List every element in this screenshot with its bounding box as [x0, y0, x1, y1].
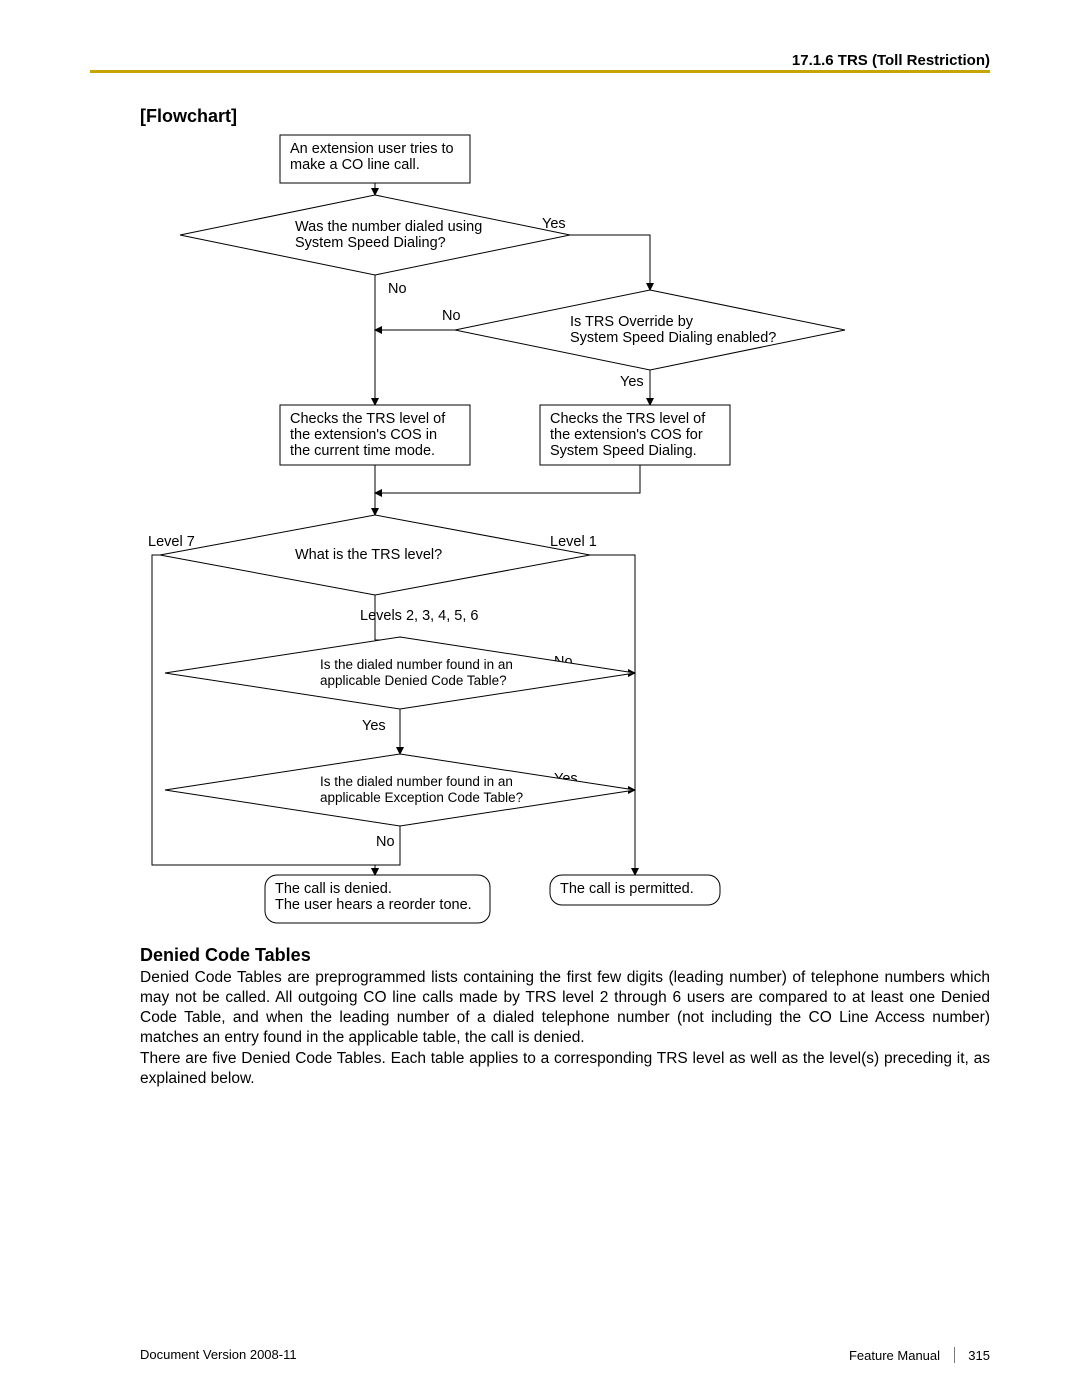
page-header-section: 17.1.6 TRS (Toll Restriction) [792, 52, 990, 69]
svg-text:The call is permitted.: The call is permitted. [560, 881, 694, 897]
svg-text:the extension's COS in: the extension's COS in [290, 427, 437, 443]
svg-text:applicable Denied Code Table?: applicable Denied Code Table? [320, 673, 507, 688]
svg-text:What is the TRS level?: What is the TRS level? [295, 547, 442, 563]
flowchart-svg: Yes No No Yes Level 7 Level 1 Levels 2, 3, 4, … [130, 130, 950, 930]
svg-text:make a CO line call.: make a CO line call. [290, 157, 420, 173]
footer-doc-version: Document Version 2008-11 [140, 1347, 297, 1362]
footer-divider [954, 1347, 955, 1363]
flow-edge [570, 235, 650, 290]
svg-text:Checks the TRS level of: Checks the TRS level of [290, 411, 446, 427]
svg-text:Checks the TRS level of: Checks the TRS level of [550, 411, 706, 427]
svg-text:System Speed Dialing enabled?: System Speed Dialing enabled? [570, 330, 776, 346]
footer-manual-name: Feature Manual [849, 1348, 940, 1363]
svg-text:Level 7: Level 7 [148, 534, 195, 550]
page-footer: Document Version 2008-11 Feature Manual … [140, 1347, 990, 1363]
svg-text:Is the dialed number found in: Is the dialed number found in an [320, 774, 513, 789]
svg-text:Is TRS Override by: Is TRS Override by [570, 314, 694, 330]
svg-text:the extension's COS for: the extension's COS for [550, 427, 703, 443]
flowchart-container: Yes No No Yes Level 7 Level 1 Levels 2, 3, 4, … [130, 130, 950, 930]
svg-text:The call is denied.: The call is denied. [275, 881, 392, 897]
svg-text:The user hears a reorder tone.: The user hears a reorder tone. [275, 897, 472, 913]
svg-text:Levels 2, 3, 4, 5, 6: Levels 2, 3, 4, 5, 6 [360, 608, 479, 624]
svg-text:the current time mode.: the current time mode. [290, 443, 435, 459]
svg-text:System Speed Dialing?: System Speed Dialing? [295, 235, 446, 251]
flow-edge [375, 465, 640, 493]
svg-text:Was the number dialed using: Was the number dialed using [295, 219, 482, 235]
svg-text:No: No [376, 834, 395, 850]
denied-code-heading: Denied Code Tables [140, 945, 311, 966]
svg-text:applicable Exception Code Tabl: applicable Exception Code Table? [320, 790, 523, 805]
denied-code-paragraph: Denied Code Tables are preprogrammed lis… [140, 968, 990, 1089]
svg-text:Is the dialed number found in: Is the dialed number found in an [320, 657, 513, 672]
header-rule [90, 70, 990, 73]
flowchart-heading: [Flowchart] [140, 106, 237, 127]
svg-text:Level 1: Level 1 [550, 534, 597, 550]
svg-text:System Speed Dialing.: System Speed Dialing. [550, 443, 697, 459]
document-page: 17.1.6 TRS (Toll Restriction) [Flowchart… [0, 0, 1080, 1397]
flow-edge [590, 555, 635, 875]
svg-text:An extension user tries to: An extension user tries to [290, 141, 454, 157]
svg-text:No: No [388, 281, 407, 297]
svg-text:Yes: Yes [362, 718, 386, 734]
svg-text:No: No [442, 308, 461, 324]
svg-text:Yes: Yes [620, 374, 644, 390]
footer-page-number: 315 [968, 1348, 990, 1363]
flow-edge [152, 555, 375, 875]
